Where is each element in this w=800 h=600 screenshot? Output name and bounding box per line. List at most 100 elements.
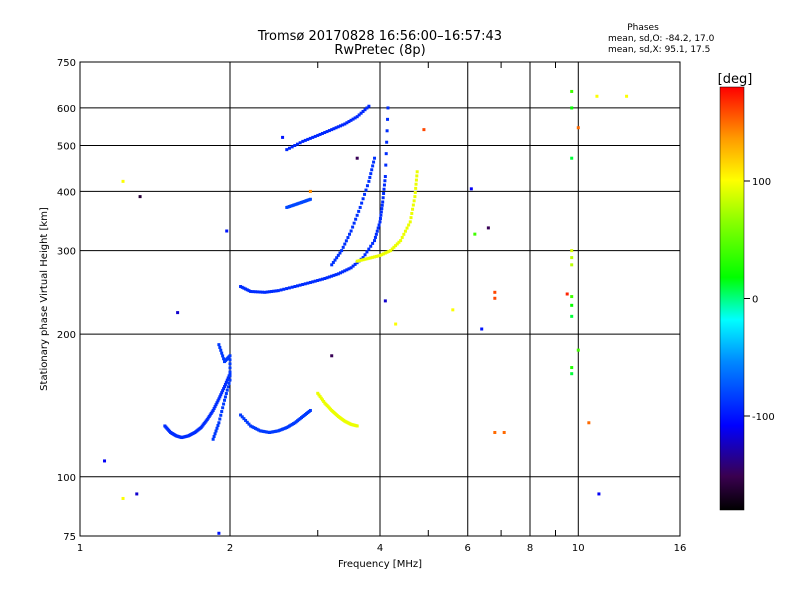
trace-point	[383, 175, 387, 179]
trace-point	[318, 395, 322, 399]
trace-point	[360, 201, 364, 205]
y-axis-label: Stationary phase Virtual Height [km]	[39, 207, 50, 391]
trace-point	[414, 178, 418, 182]
grid	[80, 62, 680, 536]
trace-point	[318, 278, 322, 282]
trace-point	[255, 427, 259, 431]
trace-point	[223, 382, 227, 386]
y-tick-label: 75	[63, 532, 76, 543]
y-tick-label: 100	[57, 473, 76, 484]
trace-point	[207, 415, 211, 419]
trace-point	[357, 259, 361, 263]
trace-point	[414, 186, 418, 190]
trace-point	[250, 425, 254, 429]
scatter-point	[383, 299, 387, 303]
trace-point	[327, 129, 331, 133]
trace-point	[345, 268, 349, 272]
x-tick-label: 8	[527, 543, 533, 554]
scatter-point	[597, 492, 601, 496]
trace-point	[375, 229, 379, 233]
trace-point	[373, 156, 377, 160]
y-tick-label: 200	[57, 330, 76, 341]
x-tick-label: 10	[572, 543, 585, 554]
y-tick-label: 750	[57, 58, 76, 69]
trace-point	[217, 343, 221, 347]
trace-point	[361, 256, 365, 260]
trace-point	[415, 170, 419, 174]
phases-o-stats: mean, sd,O: -84.2, 17.0	[608, 34, 715, 44]
x-tick-label: 1	[77, 543, 83, 554]
trace-point	[379, 213, 383, 217]
trace-point	[413, 195, 417, 199]
trace-point	[320, 131, 324, 135]
trace-point	[338, 271, 342, 275]
trace-point	[340, 249, 344, 253]
scatter-point	[595, 94, 599, 98]
trace-point	[344, 239, 348, 243]
trace-point	[223, 360, 227, 364]
axes: 1 2 4 6 8 10 16 75 100 200 300 400 500 600 750	[57, 58, 686, 554]
trace-point	[325, 130, 329, 134]
trace-point	[228, 374, 232, 378]
trace-point	[355, 424, 359, 428]
trace-point	[331, 260, 335, 264]
trace-point	[301, 282, 305, 286]
x-tick-label: 4	[377, 543, 383, 554]
trace-point	[415, 174, 419, 178]
trace-point	[335, 256, 339, 260]
trace-point	[279, 288, 283, 292]
trace-point	[282, 287, 286, 291]
trace-point	[355, 115, 359, 119]
trace-point	[226, 385, 230, 389]
scatter-point	[330, 354, 334, 358]
trace-point	[410, 211, 414, 215]
trace-point	[301, 139, 305, 143]
trace-point	[414, 182, 418, 186]
x-tick-label: 2	[227, 543, 233, 554]
trace-point	[381, 200, 385, 204]
scatter-point	[493, 430, 497, 434]
trace-point	[351, 264, 355, 268]
trace-point	[256, 290, 260, 294]
trace-point	[290, 145, 294, 149]
scatter-point	[576, 126, 580, 130]
trace-point	[267, 290, 271, 294]
trace-point	[263, 290, 267, 294]
trace-point	[325, 276, 329, 280]
trace-point	[334, 126, 338, 130]
trace-point	[224, 380, 228, 384]
trace-point	[215, 401, 219, 405]
trace-point	[219, 393, 223, 397]
trace-point	[384, 152, 388, 156]
trace-point	[368, 175, 372, 179]
trace-point	[252, 426, 256, 430]
trace-point	[411, 207, 415, 211]
trace-point	[217, 397, 221, 401]
trace-point	[274, 289, 278, 293]
trace-point	[386, 106, 390, 110]
trace-point	[316, 391, 320, 395]
trace-point	[261, 429, 265, 433]
trace-point	[311, 280, 315, 284]
trace-point	[405, 226, 409, 230]
trace-point	[351, 225, 355, 229]
trace-point	[364, 188, 368, 192]
trace-point	[370, 168, 374, 172]
scatter-point	[502, 430, 506, 434]
scatter-point	[121, 496, 125, 500]
trace-point	[353, 116, 357, 120]
colorbar-tick-label: 0	[752, 295, 758, 306]
trace-point	[323, 131, 327, 135]
scatter-point	[570, 366, 574, 370]
phases-title: Phases	[627, 23, 659, 33]
scatter-point	[570, 263, 574, 267]
trace-point	[330, 128, 334, 132]
trace-point	[213, 432, 217, 436]
y-tick-label: 400	[57, 187, 76, 198]
trace-point	[371, 255, 375, 259]
trace-point	[216, 399, 220, 403]
scatter-point	[570, 314, 574, 318]
trace-point	[223, 395, 227, 399]
trace-point	[219, 413, 223, 417]
trace-point	[367, 247, 371, 251]
